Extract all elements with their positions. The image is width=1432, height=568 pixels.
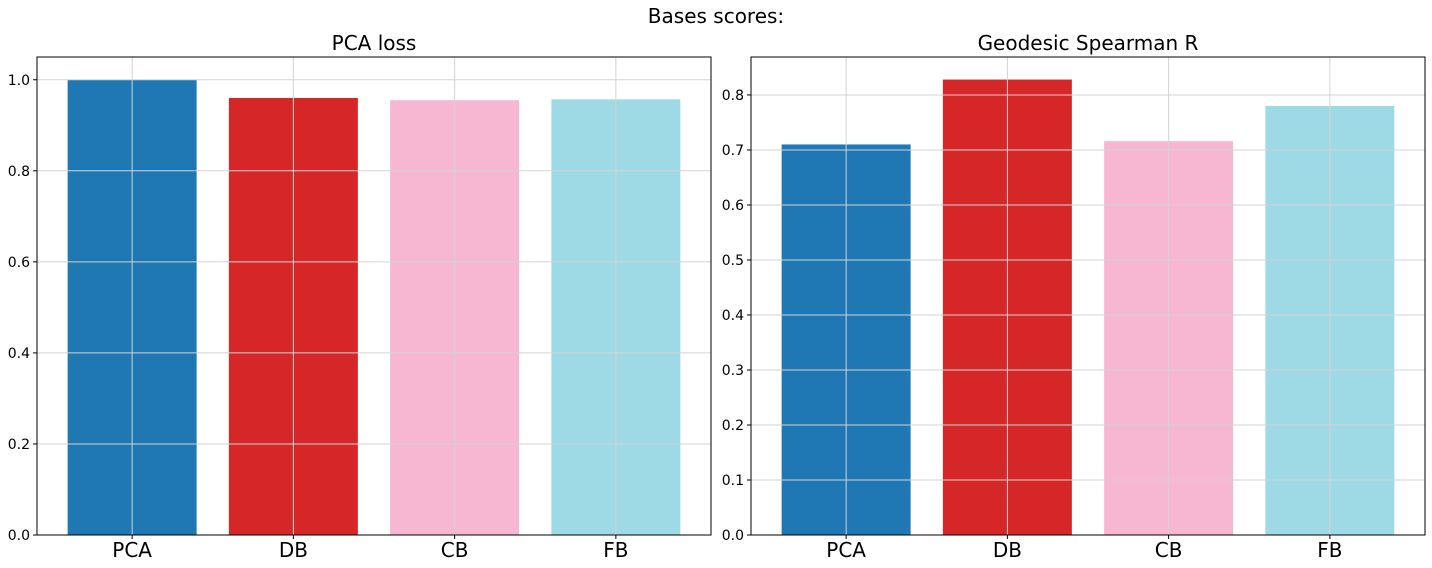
chart-panel-1: 0.0 0.2 0.4 0.6 0.8 1.0 PCA DB CB FB PCA loss (8, 31, 712, 562)
axes-frame (36, 56, 712, 536)
x-tick-label: PCA (112, 538, 152, 562)
y-tick-label: 0.6 (8, 255, 30, 271)
y-tick-label: 0.6 (722, 198, 744, 214)
y-tick-label: 0.0 (722, 528, 744, 544)
x-tick-label: CB (441, 538, 469, 562)
x-tick-label: PCA (826, 538, 866, 562)
y-tick-label: 0.2 (8, 437, 30, 453)
subplot-title: PCA loss (332, 31, 417, 55)
y-tick-label: 0.8 (8, 164, 30, 180)
y-tick-label: 0.4 (722, 308, 744, 324)
x-tick-label: FB (603, 538, 628, 562)
axes-frame (750, 56, 1426, 536)
y-tick-label: 0.3 (722, 363, 744, 379)
y-tick-label: 0.4 (8, 346, 30, 362)
x-tick-label: CB (1155, 538, 1183, 562)
y-tick-label: 0.5 (722, 253, 744, 269)
subplot-title: Geodesic Spearman R (978, 31, 1199, 55)
x-tick-label: DB (279, 538, 308, 562)
chart-panel-2: 0.0 0.1 0.2 0.3 0.4 0.5 0.6 0.7 0.8 PCA DB CB FB Geod… (722, 31, 1426, 562)
y-tick-label: 0.7 (722, 143, 744, 159)
x-tick-label: FB (1317, 538, 1342, 562)
y-tick-label: 0.8 (722, 88, 744, 104)
figure-title: Bases scores: (647, 4, 785, 28)
y-tick-label: 0.1 (722, 473, 744, 489)
y-tick-label: 1.0 (8, 73, 30, 89)
x-tick-label: DB (993, 538, 1022, 562)
y-tick-label: 0.2 (722, 418, 744, 434)
y-tick-label: 0.0 (8, 528, 30, 544)
